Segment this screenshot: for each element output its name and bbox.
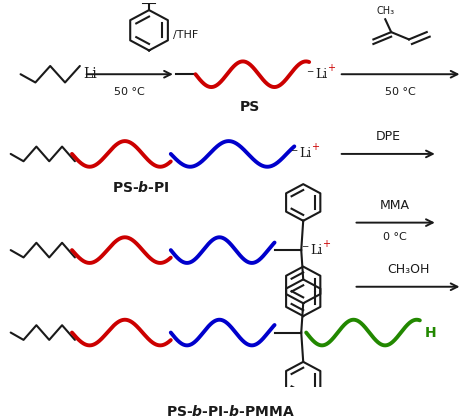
Text: H: H: [425, 326, 437, 339]
Text: $^{+}$: $^{+}$: [322, 238, 331, 253]
Text: CH₃OH: CH₃OH: [387, 263, 429, 276]
Text: PS-$\bfit{b}$-PI-$\bfit{b}$-PMMA: PS-$\bfit{b}$-PI-$\bfit{b}$-PMMA: [165, 404, 294, 419]
Text: Li: Li: [315, 68, 328, 81]
Text: 50 °C: 50 °C: [114, 87, 145, 97]
Text: PS: PS: [240, 100, 260, 114]
Text: DPE: DPE: [376, 130, 401, 143]
Text: /THF: /THF: [173, 30, 198, 40]
Text: $^{-}$: $^{-}$: [290, 147, 298, 160]
Text: $^{+}$: $^{+}$: [311, 142, 320, 156]
Text: MMA: MMA: [380, 199, 410, 212]
Text: 50 °C: 50 °C: [385, 87, 415, 97]
Text: Li: Li: [83, 67, 97, 81]
Text: $^{-}$: $^{-}$: [301, 243, 309, 256]
Text: Li: Li: [299, 147, 311, 160]
Text: $^{+}$: $^{+}$: [327, 63, 337, 77]
Text: 0 °C: 0 °C: [383, 232, 407, 242]
Text: Li: Li: [310, 243, 322, 256]
Text: CH₃: CH₃: [376, 5, 394, 16]
Text: $^{-}$: $^{-}$: [306, 68, 314, 81]
Text: PS-$\bfit{b}$-PI: PS-$\bfit{b}$-PI: [112, 180, 170, 194]
